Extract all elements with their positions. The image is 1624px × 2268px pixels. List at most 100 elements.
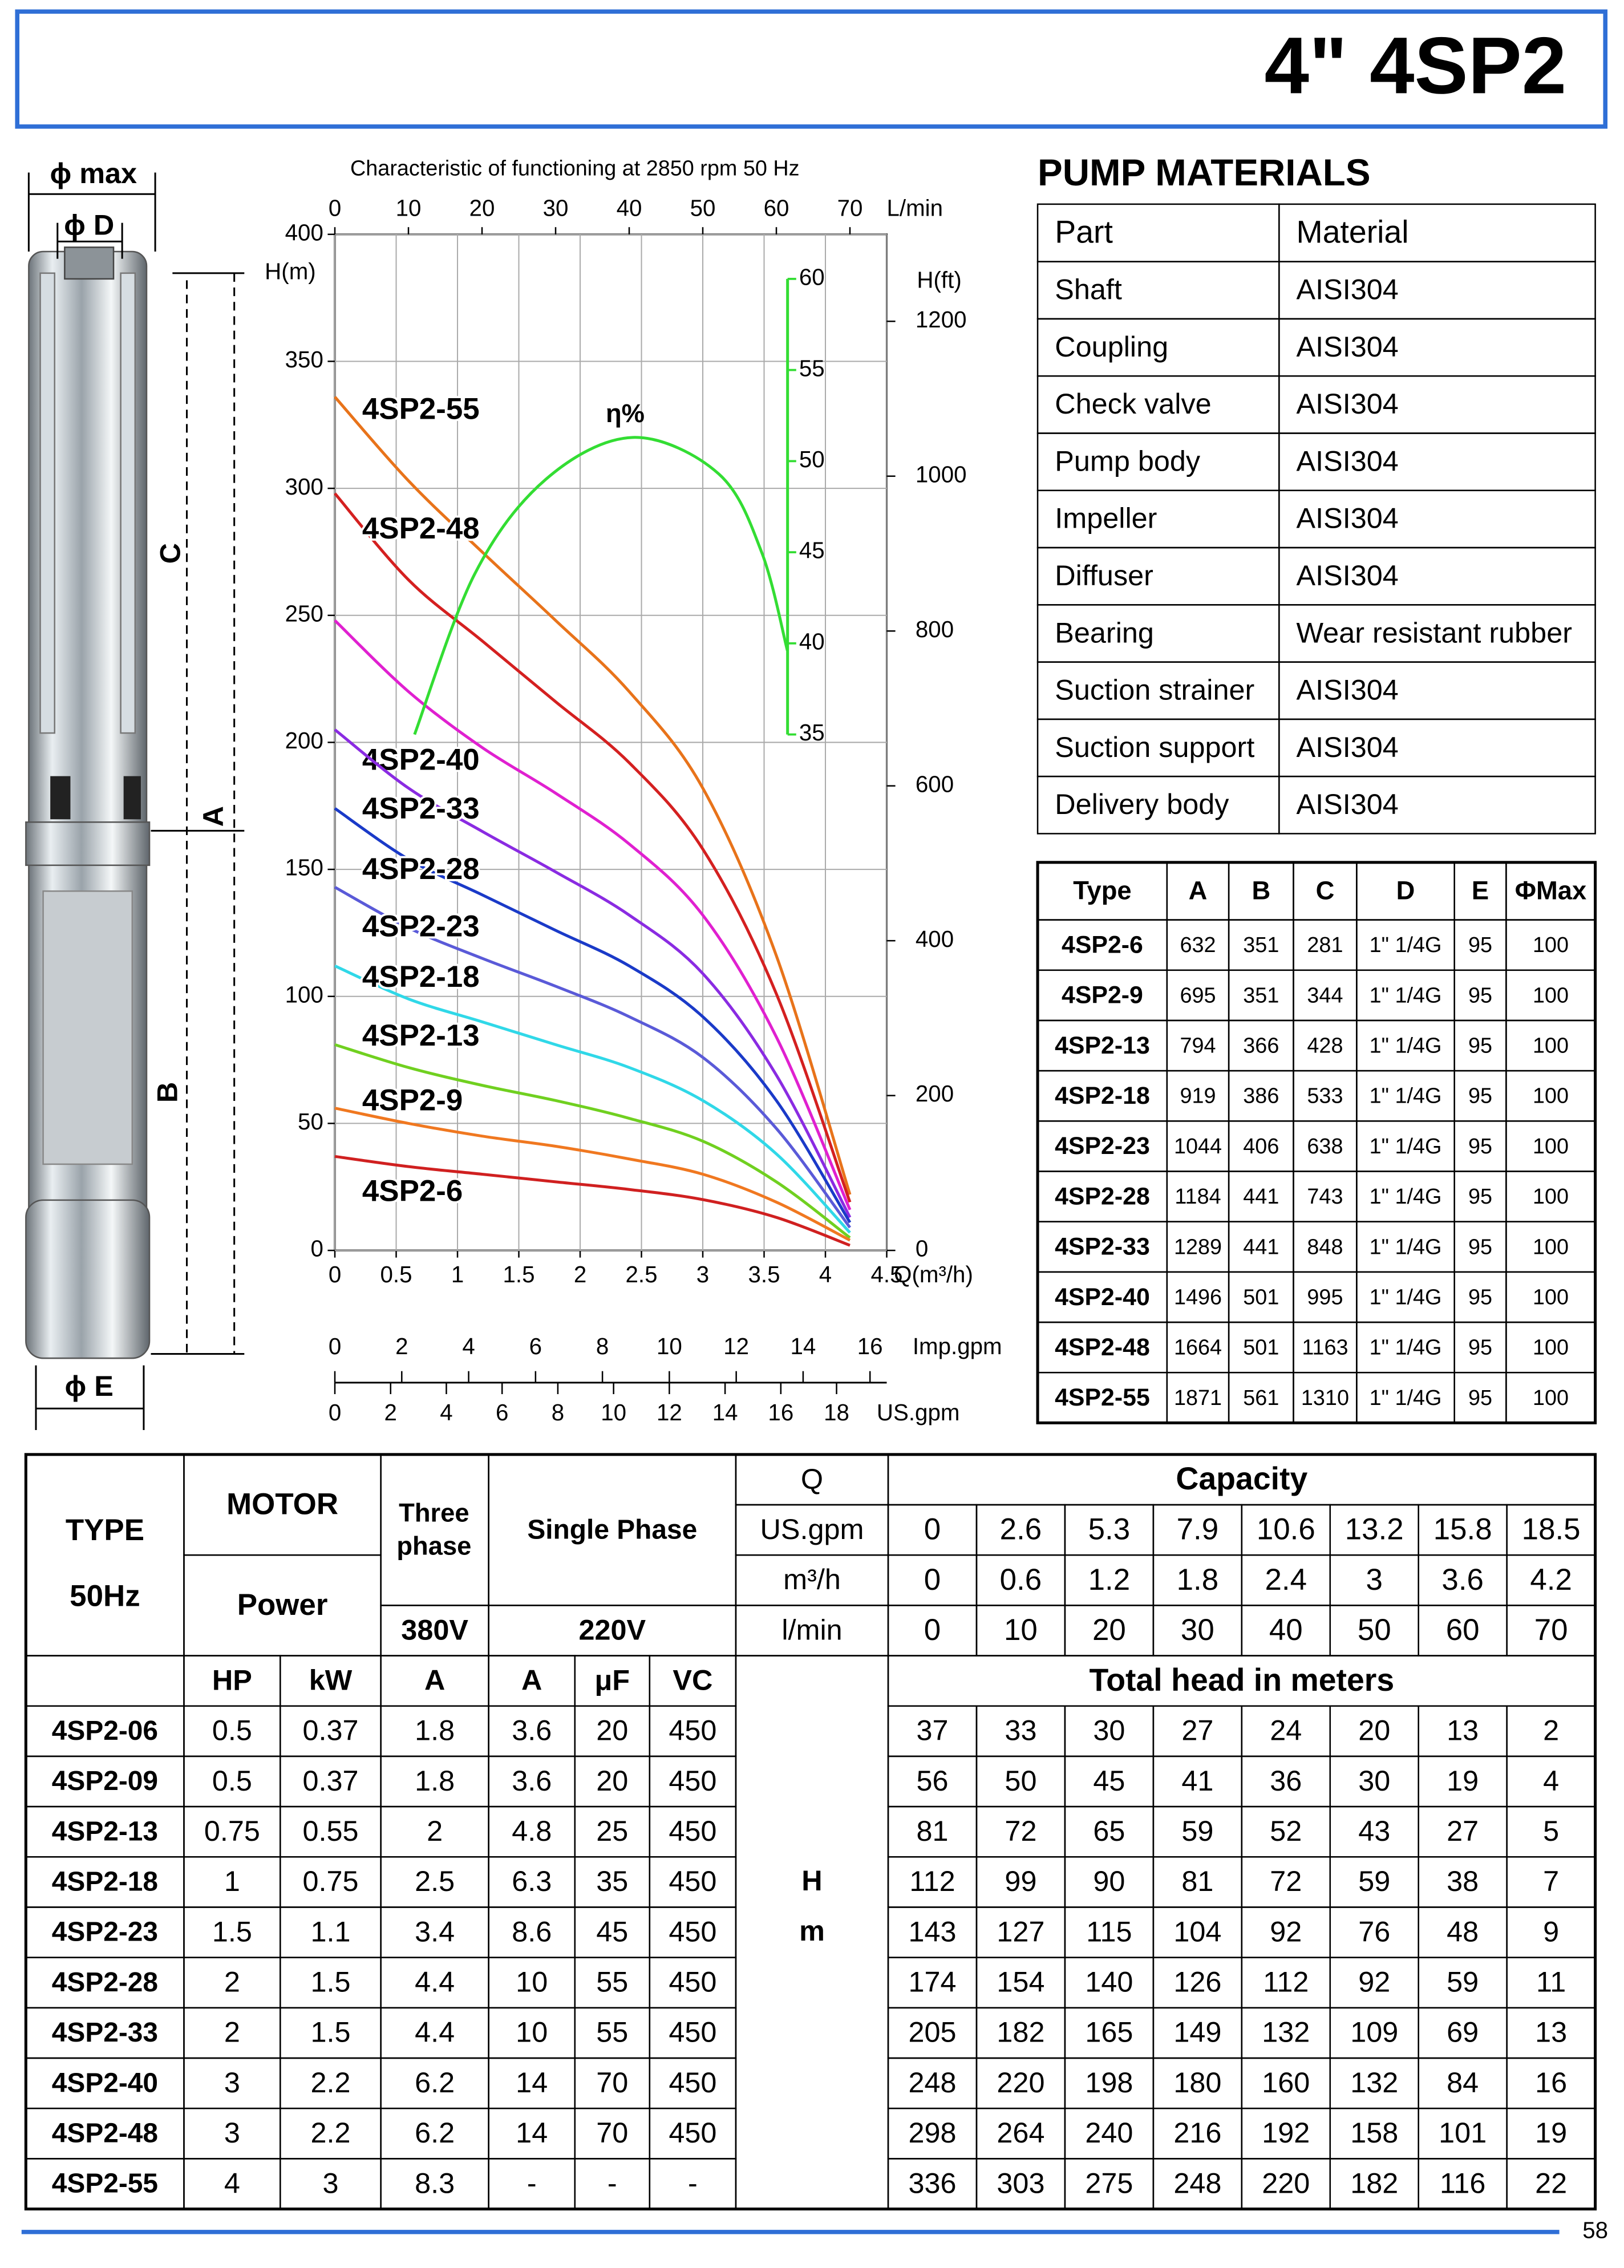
cell-text: 180: [1173, 2066, 1221, 2099]
cell-text: AISI304: [1297, 559, 1399, 592]
unit-label: US.gpm: [760, 1513, 864, 1545]
axis-label: H(ft): [917, 268, 961, 293]
series-label: 4SP2-13: [362, 1019, 480, 1052]
cell-text: 4: [224, 2166, 240, 2199]
cell-text: 5: [1543, 1815, 1559, 1847]
axis-label: Imp.gpm: [913, 1334, 1002, 1359]
x-tick-label: 0: [329, 1262, 341, 1287]
column-header: A: [424, 1663, 445, 1696]
cell-text: 4SP2-6: [1062, 932, 1143, 959]
right-tick-label: 800: [916, 617, 954, 642]
cell-text: 743: [1307, 1185, 1343, 1209]
cell-text: 4: [1543, 1764, 1559, 1797]
us-tick-label: 18: [824, 1400, 849, 1425]
cell-text: 344: [1307, 983, 1343, 1007]
cell-text: 9: [1543, 1915, 1559, 1947]
cell-text: 20: [596, 1764, 628, 1797]
head-curve: [334, 886, 852, 1229]
series-label: 4SP2-40: [362, 743, 480, 776]
row-header: 4SP2-55: [52, 2169, 158, 2199]
cell-text: 3.6: [512, 1764, 552, 1797]
cell-text: 3: [322, 2166, 338, 2199]
cell-text: 10: [516, 2016, 548, 2048]
cell-text: AISI304: [1297, 788, 1399, 820]
y-tick-label: 250: [285, 601, 323, 626]
cell-text: 27: [1447, 1815, 1479, 1847]
unit-label: H: [801, 1864, 822, 1897]
imp-tick-label: 10: [657, 1334, 682, 1359]
cell-text: 1163: [1302, 1336, 1348, 1360]
y-tick-label: 150: [285, 855, 323, 881]
cell-text: 95: [1468, 1034, 1492, 1058]
right-tick-label: 1200: [916, 307, 967, 333]
cell-text: 1" 1/4G: [1370, 1285, 1442, 1309]
column-header: Three: [399, 1498, 469, 1528]
column-header: Q: [801, 1463, 823, 1495]
cell-text: 37: [916, 1714, 948, 1747]
cell-text: 406: [1243, 1135, 1279, 1159]
cell-text: 248: [1173, 2166, 1221, 2199]
cell-text: 1: [224, 1865, 240, 1897]
cell-text: 95: [1468, 1084, 1492, 1108]
cell-text: 1496: [1174, 1285, 1222, 1309]
cell-text: 3.6: [1441, 1563, 1484, 1597]
column-header: Capacity: [1176, 1461, 1307, 1496]
unit-label: l/min: [781, 1613, 842, 1646]
cell-text: 240: [1085, 2116, 1133, 2149]
us-tick-label: 8: [552, 1400, 564, 1425]
y-tick-label: 50: [298, 1109, 323, 1135]
imp-tick-label: 4: [462, 1334, 475, 1359]
row-header: 4SP2-23: [52, 1917, 158, 1947]
cell-text: 45: [596, 1915, 628, 1947]
table-cell: [380, 1453, 489, 1606]
page-title: 4" 4SP2: [1265, 20, 1567, 110]
imp-tick-label: 6: [529, 1334, 542, 1359]
us-tick-label: 16: [768, 1400, 793, 1425]
cell-text: 4.4: [415, 2016, 455, 2048]
cell-text: 4SP2-23: [1055, 1132, 1150, 1160]
cell-text: 24: [1270, 1714, 1302, 1747]
cell-text: 13: [1535, 2016, 1567, 2048]
cell-text: 100: [1533, 1285, 1569, 1309]
dim-label: B: [151, 1082, 184, 1103]
cell-text: 84: [1447, 2066, 1479, 2099]
cell-text: 4SP2-18: [1055, 1082, 1150, 1109]
cell-text: 386: [1243, 1084, 1279, 1108]
cell-text: 4SP2-40: [1055, 1283, 1150, 1311]
cell-text: 154: [997, 1966, 1044, 1998]
cell-text: Coupling: [1055, 330, 1168, 363]
row-header: 4SP2-18: [52, 1867, 158, 1897]
column-header: phase: [396, 1532, 471, 1561]
column-header: 50Hz: [70, 1580, 140, 1613]
us-tick-label: 14: [712, 1400, 738, 1425]
cell-text: 95: [1468, 1135, 1492, 1159]
cell-text: 2.4: [1265, 1563, 1307, 1597]
y2-tick-label: 40: [799, 629, 825, 654]
cell-text: AISI304: [1297, 502, 1399, 534]
cell-text: 638: [1307, 1135, 1343, 1159]
cell-text: 1" 1/4G: [1370, 1084, 1442, 1108]
x-tick-label: 2: [574, 1262, 586, 1287]
cell-text: 4SP2-33: [1055, 1233, 1150, 1261]
cell-text: 4.2: [1530, 1563, 1572, 1597]
cell-text: 95: [1468, 983, 1492, 1007]
cell-text: 100: [1533, 1336, 1569, 1360]
cell-text: 33: [1005, 1714, 1036, 1747]
cell-text: 100: [1533, 1034, 1569, 1058]
table-cell: [25, 1453, 185, 1657]
cell-text: 7.9: [1177, 1513, 1219, 1546]
cell-text: 216: [1173, 2116, 1221, 2149]
cell-text: 450: [669, 1915, 716, 1947]
cell-text: 132: [1350, 2066, 1398, 2099]
head-curve: [334, 396, 852, 1195]
cell-text: 794: [1180, 1034, 1216, 1058]
cell-text: 0.37: [302, 1764, 358, 1797]
cell-text: 533: [1307, 1084, 1343, 1108]
cell-text: 11: [1536, 1966, 1566, 1998]
cell-text: 70: [1534, 1613, 1568, 1647]
row-header: 4SP2-40: [52, 2068, 158, 2098]
cell-text: 450: [669, 2016, 716, 2048]
cell-text: 36: [1270, 1764, 1302, 1797]
cell-text: 1" 1/4G: [1370, 1185, 1442, 1209]
cell-text: 182: [997, 2016, 1044, 2048]
